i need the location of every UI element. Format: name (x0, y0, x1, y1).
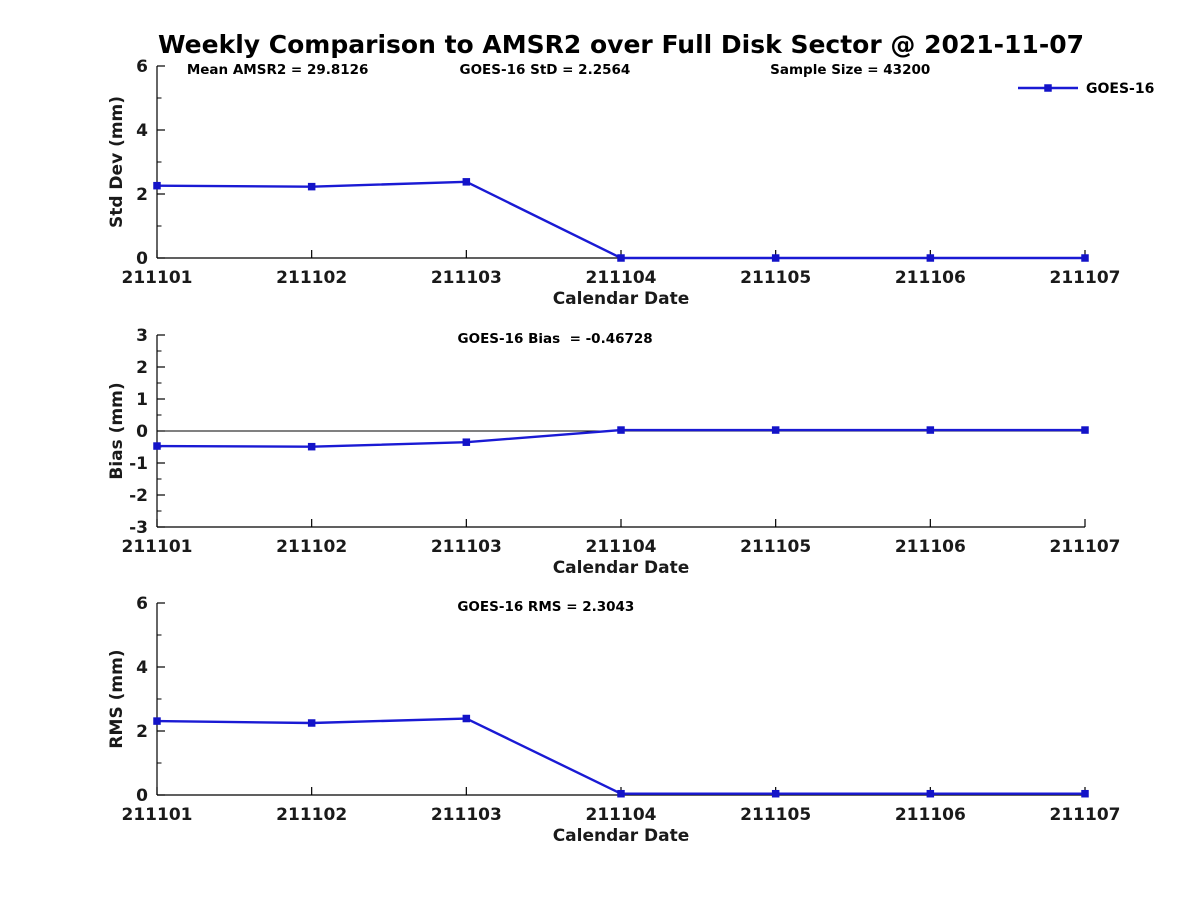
x-tick-label: 211105 (740, 537, 811, 557)
x-tick-label: 211104 (586, 268, 657, 288)
stat-annotation: GOES-16 RMS = 2.3043 (457, 599, 634, 615)
x-tick-label: 211106 (895, 537, 966, 557)
y-tick-label: 0 (136, 249, 148, 269)
data-point-marker (1081, 426, 1089, 434)
y-tick-label: -2 (129, 486, 148, 506)
x-tick-label: 211104 (586, 537, 657, 557)
data-point-marker (617, 789, 625, 798)
x-tick-label: 211107 (1050, 805, 1121, 825)
y-tick-label: 3 (136, 326, 148, 346)
data-point-marker (926, 789, 935, 798)
y-tick-label: 4 (136, 121, 148, 141)
stat-annotation: GOES-16 StD = 2.2564 (460, 62, 631, 78)
x-tick-label: 211101 (122, 805, 193, 825)
data-point-marker (462, 438, 471, 446)
y-tick-label: 6 (136, 594, 148, 614)
chart-bias: -3 -2 -1 0 1 2 3 211101 211102 211103 211104 211105… (107, 326, 1120, 578)
data-point-marker (153, 181, 161, 190)
x-tick-label: 211103 (431, 537, 502, 557)
stat-annotation: GOES-16 Bias = -0.46728 (458, 331, 653, 347)
y-tick-label: 2 (136, 722, 148, 742)
y-axis-label: Bias (mm) (107, 382, 127, 479)
x-tick-label: 211103 (431, 805, 502, 825)
data-point-marker (462, 714, 471, 723)
data-point-marker (926, 254, 935, 262)
x-tick-label: 211102 (276, 805, 347, 825)
x-tick-label: 211106 (895, 805, 966, 825)
data-point-marker (307, 182, 316, 191)
data-point-marker (307, 719, 316, 727)
data-line (156, 717, 1085, 795)
y-tick-label: 2 (136, 358, 148, 378)
x-tick-label: 211102 (276, 268, 347, 288)
data-point-marker (1081, 789, 1089, 798)
data-point-marker (1081, 254, 1089, 262)
data-line (156, 180, 1085, 260)
data-point-marker (153, 717, 161, 725)
x-tick-label: 211105 (740, 805, 811, 825)
x-axis-label: Calendar Date (553, 289, 690, 309)
y-tick-label: -3 (129, 518, 148, 538)
y-tick-label: 0 (136, 786, 148, 806)
data-point-marker (771, 426, 780, 434)
data-point-marker (771, 789, 780, 798)
figure-title: Weekly Comparison to AMSR2 over Full Dis… (158, 30, 1084, 59)
y-tick-label: -1 (129, 454, 148, 474)
x-axis-label: Calendar Date (553, 826, 690, 846)
chart-std-dev: 0 2 4 6 211101 211102 211103 211104 211105 211106… (107, 57, 1154, 309)
data-point-marker (153, 442, 161, 450)
chart-rms: 0 2 4 6 211101 211102 211103 211104 211105 211106… (107, 594, 1120, 846)
legend-label: GOES-16 (1086, 81, 1154, 97)
data-point-marker (617, 426, 625, 434)
x-tick-label: 211103 (431, 268, 502, 288)
y-tick-label: 6 (136, 57, 148, 77)
x-tick-label: 211106 (895, 268, 966, 288)
x-tick-label: 211107 (1050, 537, 1121, 557)
y-tick-label: 0 (136, 422, 148, 442)
y-axis-label: RMS (mm) (107, 649, 127, 748)
data-point-marker (926, 426, 935, 434)
x-tick-label: 211101 (122, 268, 193, 288)
x-tick-label: 211102 (276, 537, 347, 557)
x-tick-label: 211101 (122, 537, 193, 557)
data-point-marker (462, 178, 471, 186)
legend-marker (1044, 84, 1052, 92)
y-tick-label: 4 (136, 658, 148, 678)
x-tick-label: 211105 (740, 268, 811, 288)
data-point-marker (771, 254, 780, 262)
stat-annotation: Sample Size = 43200 (770, 62, 930, 78)
y-tick-label: 2 (136, 185, 148, 205)
y-axis-label: Std Dev (mm) (107, 96, 127, 228)
x-tick-label: 211107 (1050, 268, 1121, 288)
data-point-marker (617, 254, 625, 262)
y-tick-label: 1 (136, 390, 148, 410)
data-point-marker (307, 442, 316, 451)
x-tick-label: 211104 (586, 805, 657, 825)
x-axis-label: Calendar Date (553, 558, 690, 578)
stat-annotation: Mean AMSR2 = 29.8126 (187, 62, 369, 78)
